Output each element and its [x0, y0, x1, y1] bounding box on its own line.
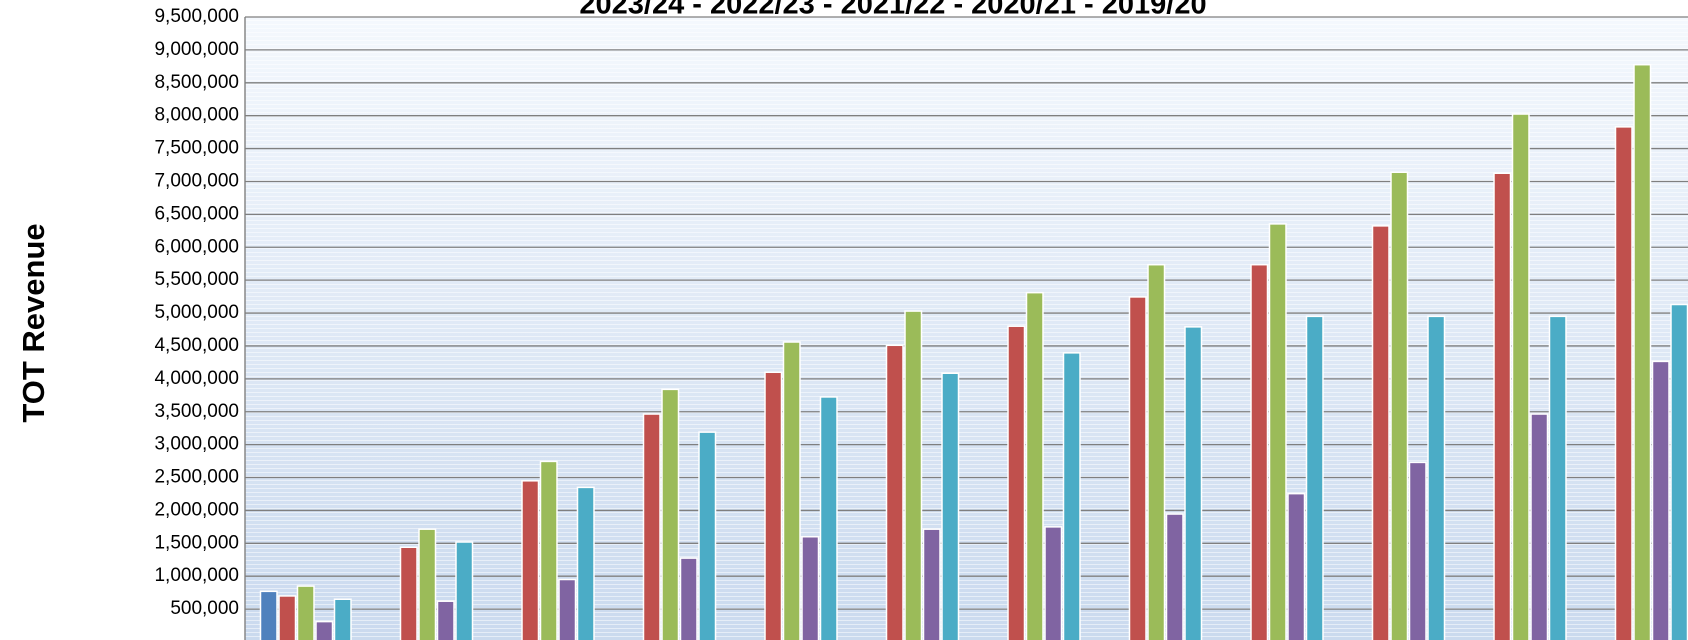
- y-tick-label: 5,000,000: [154, 302, 239, 323]
- y-tick-label: 8,500,000: [154, 72, 239, 93]
- bar: [642, 413, 661, 640]
- bar: [1268, 223, 1287, 640]
- bar: [941, 372, 960, 640]
- bar: [1408, 461, 1427, 640]
- y-tick-label: 7,500,000: [154, 138, 239, 159]
- bar: [1007, 325, 1026, 640]
- bar: [782, 341, 801, 640]
- y-tick-label: 1,000,000: [154, 565, 239, 586]
- bar: [1184, 326, 1203, 640]
- bar: [1305, 315, 1324, 640]
- bar: [315, 620, 334, 640]
- y-tick-label: 7,000,000: [154, 170, 239, 191]
- y-tick-label: 9,000,000: [154, 39, 239, 60]
- bar: [679, 557, 698, 640]
- bar: [1044, 526, 1063, 640]
- bar: [1371, 225, 1390, 640]
- bar: [418, 528, 437, 640]
- bar: [885, 344, 904, 640]
- y-tick-label: 1,500,000: [154, 532, 239, 553]
- bar: [1390, 171, 1409, 640]
- y-tick-label: 3,500,000: [154, 401, 239, 422]
- bar: [539, 460, 558, 640]
- y-tick-label: 2,000,000: [154, 499, 239, 520]
- y-tick-label: 8,000,000: [154, 105, 239, 126]
- y-tick-label: 3,000,000: [154, 434, 239, 455]
- bar: [922, 528, 941, 640]
- bar: [1548, 315, 1567, 640]
- bar: [1633, 63, 1652, 640]
- bar: [801, 535, 820, 640]
- bar: [1511, 113, 1530, 640]
- y-tick-label: 6,000,000: [154, 236, 239, 257]
- bar: [1614, 126, 1633, 640]
- y-tick-label: 6,500,000: [154, 203, 239, 224]
- bar: [661, 388, 680, 640]
- y-tick-label: 5,500,000: [154, 269, 239, 290]
- bar: [436, 600, 455, 640]
- bar: [1493, 172, 1512, 640]
- bar: [259, 590, 278, 640]
- bar: [1250, 263, 1269, 640]
- plot-texture: [245, 17, 1688, 640]
- bar: [1165, 513, 1184, 640]
- bar: [333, 598, 352, 640]
- y-tick-label: 500,000: [170, 598, 239, 619]
- chart-title: 2023/24 - 2022/23 - 2021/22 - 2020/21 - …: [579, 0, 1206, 21]
- bar: [399, 546, 418, 640]
- bar: [1287, 492, 1306, 640]
- bar: [1651, 360, 1670, 640]
- bar: [764, 371, 783, 640]
- bar: [576, 486, 595, 640]
- bar: [455, 541, 474, 640]
- bar: [698, 431, 717, 640]
- bar: [1147, 263, 1166, 640]
- y-tick-label: 9,500,000: [154, 6, 239, 27]
- y-axis-label: TOT Revenue: [16, 223, 51, 422]
- bar: [296, 585, 315, 640]
- bar: [278, 595, 297, 640]
- bar: [904, 310, 923, 640]
- bar: [558, 578, 577, 640]
- y-tick-label: 4,500,000: [154, 335, 239, 356]
- bar: [819, 396, 838, 640]
- bar: [1427, 315, 1446, 640]
- bar: [1530, 413, 1549, 640]
- bar: [521, 480, 540, 640]
- bar: [1025, 291, 1044, 640]
- bar: [1062, 352, 1081, 640]
- y-tick-label: 4,000,000: [154, 368, 239, 389]
- bar: [1128, 296, 1147, 640]
- y-tick-label: 2,500,000: [154, 467, 239, 488]
- bar: [1670, 303, 1688, 640]
